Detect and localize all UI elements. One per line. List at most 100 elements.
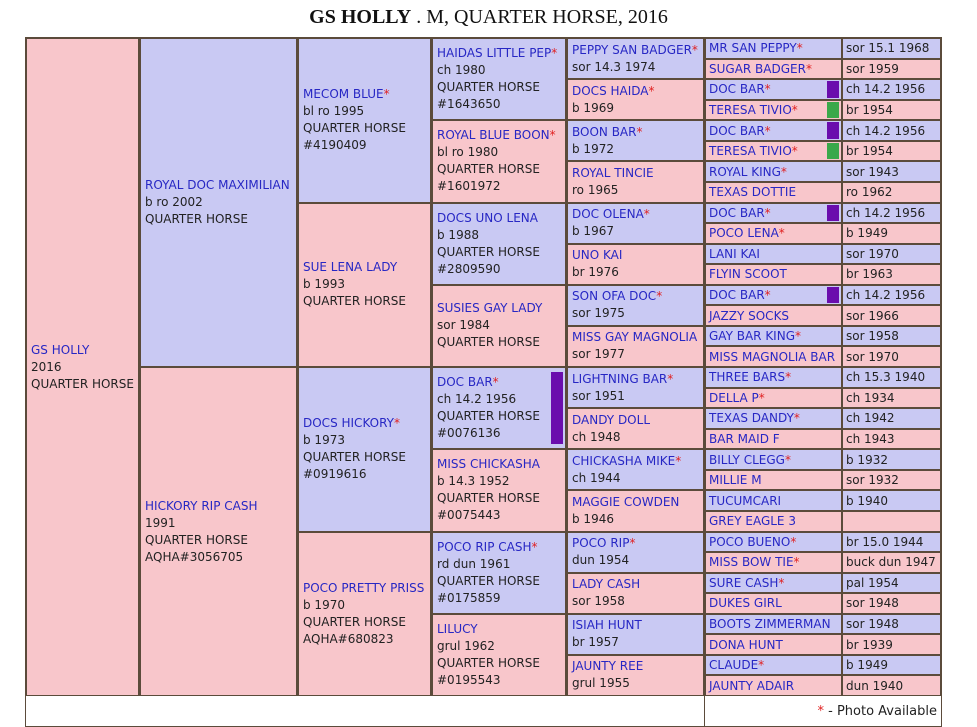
info-cell [841, 509, 942, 533]
info-cell: sor 1966 [841, 304, 942, 327]
horse-info: QUARTER HORSE [437, 162, 540, 177]
horse-info: QUARTER HORSE [437, 573, 540, 588]
horse-cell: POCO BUENO* [704, 530, 843, 554]
photo-star: * [549, 128, 556, 143]
photo-star: * [492, 375, 499, 390]
horse-name-line: BAR MAID F [709, 431, 838, 447]
horse-info: br 1963 [846, 267, 893, 282]
horse-cell: BOON BAR* b 1972 [566, 119, 705, 163]
horse-cell: SUGAR BADGER* [704, 57, 843, 81]
horse-name: BILLY CLEGG [709, 452, 785, 467]
horse-name: DUKES GIRL [709, 596, 782, 611]
horse-info: #0195543 [437, 672, 501, 687]
horse-info: ch 14.2 1956 [846, 123, 926, 138]
horse-cell: TERESA TIVIO* [704, 139, 843, 163]
horse-info: br 1954 [846, 144, 893, 159]
horse-cell: DOC OLENA* b 1967 [566, 201, 705, 245]
horse-info: QUARTER HORSE [303, 450, 406, 465]
horse-name: SUE LENA LADY [303, 260, 398, 275]
photo-star: * [778, 575, 785, 590]
photo-star: * [791, 102, 798, 117]
horse-name: SUSIES GAY LADY [437, 301, 543, 316]
horse-info: AQHA#680823 [303, 631, 394, 646]
horse-info: AQHA#3056705 [145, 549, 244, 564]
horse-name: TERESA TIVIO [709, 102, 792, 117]
horse-cell: BAR MAID F [704, 427, 843, 451]
horse-cell: DONA HUNT [704, 633, 843, 656]
photo-star: * [648, 83, 655, 98]
horse-name: GS HOLLY [31, 342, 90, 357]
horse-info: ro 1962 [846, 185, 893, 200]
title-name: GS HOLLY [309, 6, 412, 28]
horse-info: ch 1943 [846, 431, 895, 446]
horse-info: ch 1980 [437, 63, 486, 78]
horse-name: POCO LENA [709, 226, 779, 241]
photo-star: * [636, 124, 643, 139]
horse-name-line: BILLY CLEGG* [709, 452, 838, 468]
photo-star: * [383, 87, 390, 102]
horse-name: JAUNTY REE [572, 659, 644, 674]
horse-info: sor 1958 [572, 594, 625, 609]
horse-info: bl ro 1980 [437, 145, 499, 160]
horse-info: b 1932 [846, 452, 888, 467]
info-cell: b 1940 [841, 489, 942, 512]
info-cell: br 1954 [841, 98, 942, 122]
horse-info: b 1988 [437, 227, 479, 242]
horse-name: DOC BAR [709, 82, 765, 97]
horse-info: b ro 2002 [145, 195, 203, 209]
horse-name: CLAUDE [709, 658, 759, 673]
horse-info: b 1972 [572, 141, 614, 156]
info-cell: b 1949 [841, 222, 942, 245]
horse-name-line: ROYAL TINCIE [572, 165, 699, 182]
photo-star: * [764, 82, 771, 97]
horse-cell: MR SAN PEPPY* [704, 37, 843, 60]
horse-info: b 1969 [572, 100, 614, 115]
title-rest: . M, QUARTER HORSE, 2016 [411, 6, 668, 28]
horse-info: sor 1943 [846, 164, 899, 179]
info-cell: sor 1959 [841, 57, 942, 81]
horse-name: DONA HUNT [709, 637, 783, 652]
horse-cell: LADY CASH sor 1958 [566, 571, 705, 615]
horse-cell: TEXAS DANDY* [704, 407, 843, 430]
horse-name: LANI KAI [709, 246, 760, 261]
horse-cell: JAZZY SOCKS [704, 304, 843, 327]
horse-info: #0076136 [437, 426, 501, 441]
info-cell: pal 1954 [841, 571, 942, 595]
horse-info: #4190409 [303, 138, 367, 153]
horse-name-line: GS HOLLY [31, 342, 134, 359]
photo-star: * [780, 164, 787, 179]
horse-name: MECOM BLUE [303, 87, 384, 102]
legend-text: - Photo Available [823, 704, 937, 719]
footer-legend: * - Photo Available [704, 695, 942, 727]
horse-cell: TERESA TIVIO* [704, 98, 843, 122]
horse-name-line: LADY CASH [572, 576, 699, 593]
horse-info: b 1940 [846, 493, 888, 508]
horse-info: #0919616 [303, 467, 367, 482]
horse-name-line: DUKES GIRL [709, 595, 838, 611]
horse-name: JAZZY SOCKS [709, 308, 790, 323]
horse-info: QUARTER HORSE [437, 244, 540, 259]
horse-info: QUARTER HORSE [437, 409, 540, 424]
photo-star: * [764, 123, 771, 138]
horse-name: MISS GAY MAGNOLIA [572, 330, 698, 345]
horse-name-line: DANDY DOLL [572, 412, 699, 429]
info-cell: ch 14.2 1956 [841, 119, 942, 142]
horse-cell: MISS MAGNOLIA BAR [704, 345, 843, 368]
horse-name: DOCS UNO LENA [437, 210, 538, 225]
horse-info: ch 1944 [572, 470, 621, 485]
info-cell: br 15.0 1944 [841, 530, 942, 554]
horse-name: DOC BAR [709, 123, 765, 138]
color-marker [827, 101, 839, 119]
horse-name-line: ROYAL KING* [709, 164, 838, 180]
horse-info: sor 1958 [846, 329, 899, 344]
horse-name: MISS CHICKASHA [437, 457, 540, 472]
info-cell: buck dun 1947 [841, 551, 942, 574]
horse-info: 2016 [31, 359, 62, 374]
horse-cell: LIGHTNING BAR* sor 1951 [566, 366, 705, 410]
horse-info: sor 1970 [846, 349, 899, 364]
horse-info: ch 15.3 1940 [846, 370, 926, 385]
horse-name: THREE BARS [709, 370, 786, 385]
horse-name: FLYIN SCOOT [709, 267, 787, 282]
horse-name-line: HICKORY RIP CASH [145, 498, 292, 515]
info-cell: ch 14.2 1956 [841, 201, 942, 225]
